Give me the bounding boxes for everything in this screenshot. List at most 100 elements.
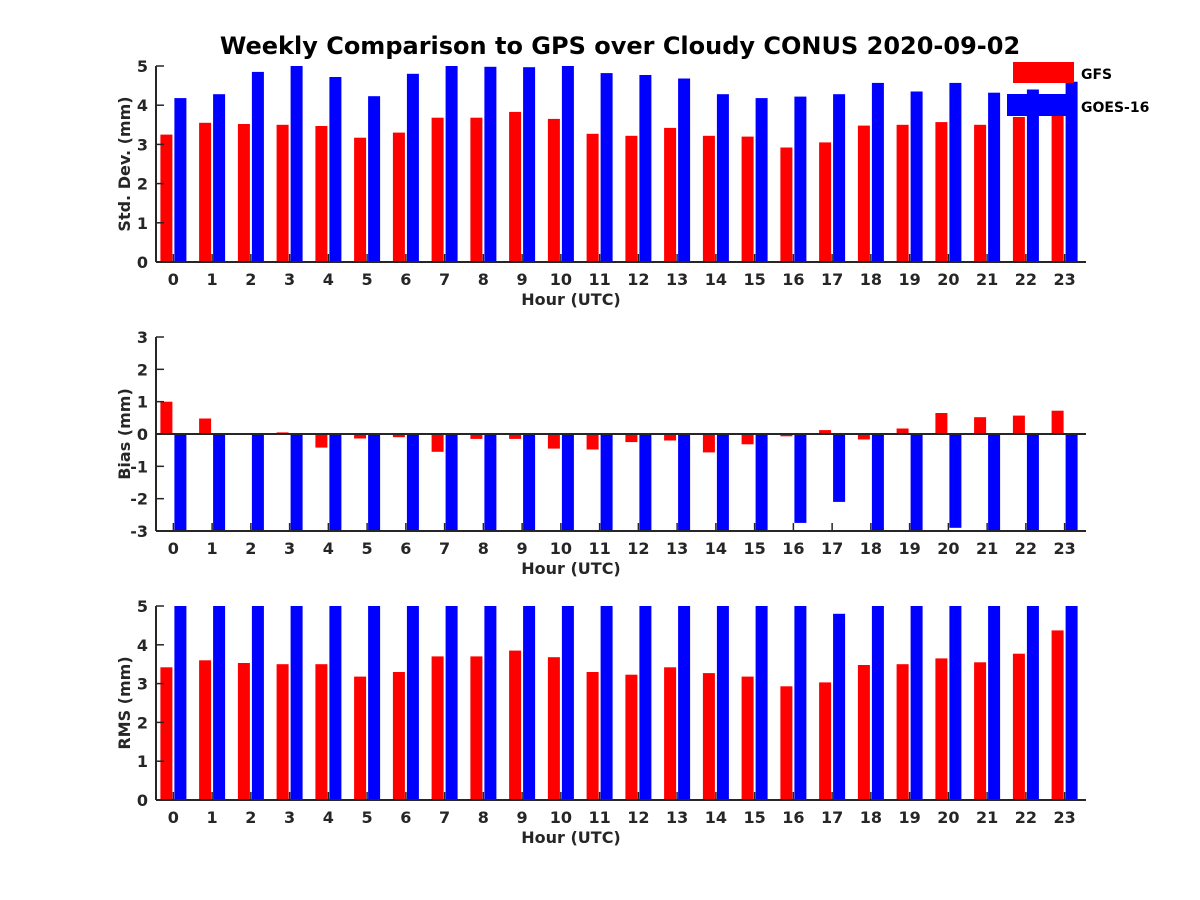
- x-tick-label: 7: [439, 539, 450, 558]
- bar: [523, 606, 536, 800]
- bar: [833, 94, 846, 262]
- bar: [755, 434, 768, 531]
- x-tick-label: 19: [898, 808, 920, 827]
- x-tick-label: 9: [517, 808, 528, 827]
- bar: [315, 126, 328, 262]
- y-tick-label: 0: [137, 425, 148, 444]
- y-tick-label: 2: [137, 713, 148, 732]
- bar: [329, 434, 342, 531]
- bar: [470, 656, 483, 800]
- x-tick-label: 22: [1015, 539, 1037, 558]
- bar: [174, 434, 187, 531]
- bar: [276, 664, 289, 800]
- bar: [600, 606, 613, 800]
- bar: [910, 606, 923, 800]
- bar: [664, 434, 677, 441]
- bar: [625, 434, 638, 443]
- x-tick-label: 7: [439, 808, 450, 827]
- bar: [664, 667, 677, 800]
- x-tick-label: 9: [517, 270, 528, 289]
- x-tick-label: 13: [666, 539, 688, 558]
- bar: [741, 136, 754, 262]
- bar: [988, 606, 1001, 800]
- bar: [974, 417, 987, 434]
- bar: [237, 663, 250, 800]
- x-tick-label: 20: [937, 539, 959, 558]
- x-tick-label: 8: [478, 808, 489, 827]
- bar: [1051, 111, 1064, 262]
- x-tick-label: 21: [976, 808, 998, 827]
- y-tick-label: 5: [137, 597, 148, 616]
- x-tick-label: 1: [207, 270, 218, 289]
- y-tick-label: 2: [137, 175, 148, 194]
- x-tick-label: 0: [168, 270, 179, 289]
- bar: [988, 434, 1001, 531]
- bar: [678, 434, 691, 531]
- bar: [199, 418, 212, 434]
- bar: [664, 127, 677, 263]
- x-tick-label: 5: [362, 808, 373, 827]
- bar: [819, 142, 832, 262]
- x-tick-label: 19: [898, 539, 920, 558]
- legend-label-gfs: GFS: [1081, 67, 1112, 83]
- bar: [741, 434, 754, 445]
- bar: [935, 413, 948, 434]
- bar: [445, 606, 458, 800]
- bar: [547, 434, 560, 449]
- bar: [354, 434, 367, 439]
- bar: [329, 77, 342, 262]
- x-tick-label: 15: [743, 539, 765, 558]
- bar: [509, 650, 522, 800]
- y-tick-label: 0: [137, 253, 148, 272]
- bar: [315, 434, 328, 448]
- bar: [237, 124, 250, 262]
- bar: [1051, 410, 1064, 434]
- x-tick-label: 23: [1053, 270, 1075, 289]
- x-tick-label: 1: [207, 539, 218, 558]
- bar: [251, 71, 264, 263]
- legend: GFS GOES-16: [1007, 62, 1149, 116]
- bar: [949, 434, 962, 528]
- bar: [354, 137, 367, 262]
- bar: [678, 78, 691, 262]
- x-tick-label: 8: [478, 539, 489, 558]
- bar: [174, 606, 187, 800]
- x-tick-label: 0: [168, 808, 179, 827]
- x-tick-label: 16: [782, 808, 804, 827]
- x-tick-label: 11: [588, 808, 610, 827]
- bar: [871, 82, 884, 263]
- legend-swatch-goes-16: [1007, 94, 1074, 116]
- bar: [910, 434, 923, 531]
- bar: [1012, 117, 1025, 262]
- bar: [509, 434, 522, 439]
- bar: [213, 94, 226, 262]
- x-tick-label: 10: [550, 808, 572, 827]
- bar: [329, 606, 342, 800]
- bar: [678, 606, 691, 800]
- bar: [406, 434, 419, 531]
- y-tick-label: 4: [137, 96, 148, 115]
- bar: [368, 96, 381, 262]
- series-goes-16: [174, 606, 1078, 800]
- bar: [523, 434, 536, 531]
- x-tick-label: 20: [937, 808, 959, 827]
- bar: [794, 434, 807, 523]
- series-gfs: [160, 401, 1064, 453]
- bar: [741, 676, 754, 800]
- bar: [833, 613, 846, 800]
- bar: [819, 430, 832, 434]
- legend-swatch-gfs: [1013, 62, 1074, 83]
- bar: [509, 111, 522, 263]
- bar: [523, 67, 536, 262]
- bar: [974, 662, 987, 800]
- bar: [935, 658, 948, 800]
- bar: [702, 434, 715, 453]
- x-tick-label: 3: [284, 539, 295, 558]
- x-tick-label: 17: [821, 539, 843, 558]
- bar: [755, 606, 768, 800]
- series-goes-16: [174, 434, 1078, 531]
- bar: [625, 674, 638, 800]
